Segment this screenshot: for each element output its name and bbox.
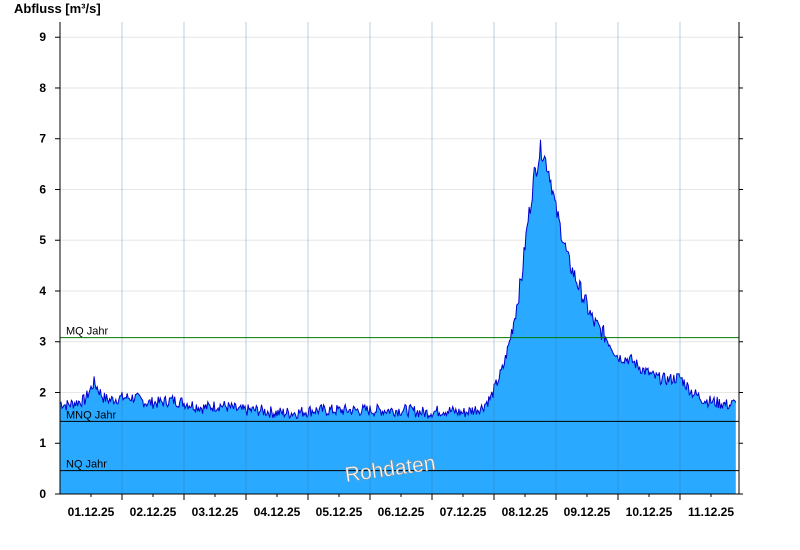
x-tick-label: 03.12.25 <box>192 505 239 519</box>
x-tick-label: 02.12.25 <box>130 505 177 519</box>
y-tick-label: 0 <box>39 487 46 501</box>
x-tick-label: 08.12.25 <box>502 505 549 519</box>
area-layer <box>59 139 737 495</box>
x-tick-label: 05.12.25 <box>316 505 363 519</box>
ref-line-label: MQ Jahr <box>66 326 109 338</box>
discharge-line <box>59 139 737 420</box>
x-tick-label: 06.12.25 <box>378 505 425 519</box>
grid-layer <box>60 36 739 444</box>
y-tick-label: 3 <box>39 335 46 349</box>
x-tick-label: 04.12.25 <box>254 505 301 519</box>
x-tick-label: 10.12.25 <box>626 505 673 519</box>
y-tick-label: 5 <box>39 233 46 247</box>
y-tick-label: 9 <box>39 30 46 44</box>
x-tick-label: 11.12.25 <box>688 505 734 519</box>
axes <box>55 22 743 500</box>
x-tick-label: 01.12.25 <box>68 505 115 519</box>
y-axis-label: Abfluss [m³/s] <box>14 1 101 16</box>
y-tick-label: 4 <box>39 284 46 298</box>
vertical-gridlines <box>121 22 681 494</box>
y-tick-label: 7 <box>39 132 46 146</box>
y-tick-label: 2 <box>39 385 46 399</box>
x-tick-label: 09.12.25 <box>564 505 611 519</box>
ref-line-label: NQ Jahr <box>66 459 107 471</box>
x-tick-label: 07.12.25 <box>440 505 487 519</box>
y-tick-label: 6 <box>39 182 46 196</box>
ref-line-label: MNQ Jahr <box>66 409 116 421</box>
tick-labels: 0 1 2 3 4 5 6 7 8 9 01.12.25 02.12.25 03.12.25 04.12.… <box>39 30 734 519</box>
reference-lines: MQ Jahr MNQ Jahr NQ Jahr <box>60 326 739 472</box>
y-tick-label: 1 <box>39 436 46 450</box>
discharge-area <box>60 139 736 495</box>
y-tick-label: 8 <box>39 81 46 95</box>
